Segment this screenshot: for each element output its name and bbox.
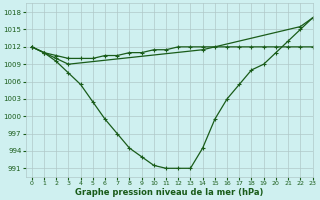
X-axis label: Graphe pression niveau de la mer (hPa): Graphe pression niveau de la mer (hPa) <box>75 188 263 197</box>
